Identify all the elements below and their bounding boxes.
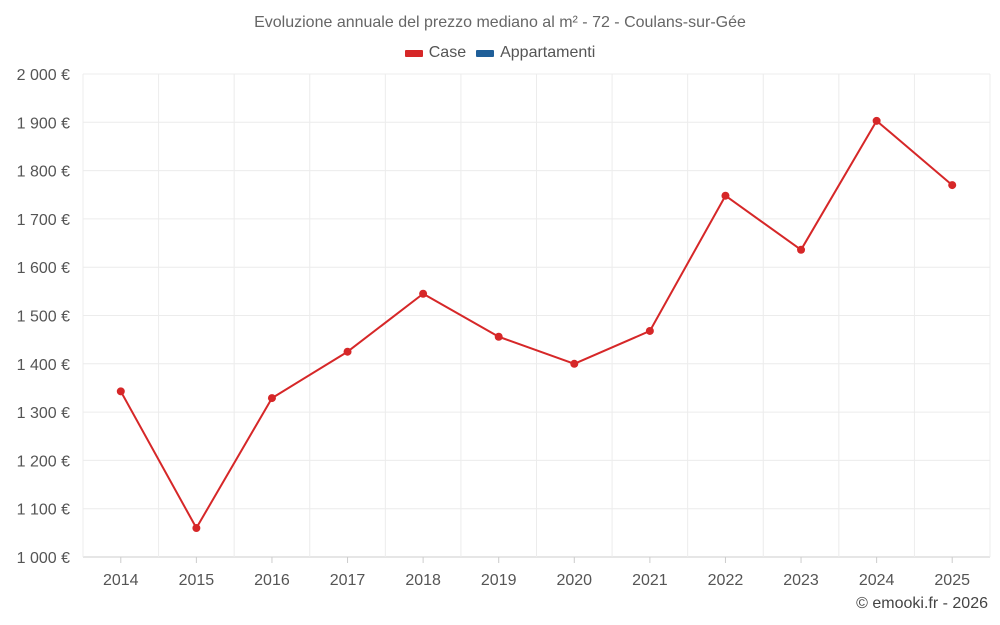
data-point-2023[interactable] bbox=[797, 245, 806, 254]
y-tick-label: 1 800 € bbox=[17, 164, 70, 181]
legend-label-case: Case bbox=[428, 44, 467, 61]
x-tick-label: 2023 bbox=[783, 572, 819, 589]
grid bbox=[82, 73, 991, 558]
x-tick-label: 2020 bbox=[556, 572, 592, 589]
chart-title: Evoluzione annuale del prezzo mediano al… bbox=[254, 14, 746, 31]
x-tick-label: 2017 bbox=[330, 572, 366, 589]
x-tick-label: 2019 bbox=[481, 572, 517, 589]
x-tick-label: 2024 bbox=[859, 572, 895, 589]
y-tick-label: 1 200 € bbox=[17, 453, 70, 470]
y-tick-label: 1 000 € bbox=[17, 550, 70, 567]
data-point-2021[interactable] bbox=[645, 326, 654, 335]
data-point-2018[interactable] bbox=[419, 289, 428, 298]
credit-text: © emooki.fr - 2026 bbox=[856, 595, 988, 612]
x-tick-label: 2014 bbox=[103, 572, 139, 589]
data-point-2017[interactable] bbox=[343, 347, 352, 356]
data-point-2015[interactable] bbox=[192, 524, 201, 533]
y-tick-label: 1 600 € bbox=[17, 260, 70, 277]
x-tick-label: 2016 bbox=[254, 572, 290, 589]
y-tick-label: 1 900 € bbox=[17, 115, 70, 132]
x-tick-label: 2021 bbox=[632, 572, 668, 589]
x-tick-label: 2022 bbox=[708, 572, 744, 589]
legend-swatch-case bbox=[404, 49, 423, 57]
legend-swatch-appartamenti bbox=[476, 49, 495, 57]
series-line-case bbox=[119, 119, 953, 530]
y-tick-label: 1 300 € bbox=[17, 405, 70, 422]
data-point-2016[interactable] bbox=[267, 394, 276, 403]
data-point-2014[interactable] bbox=[116, 387, 125, 396]
x-tick-label: 2025 bbox=[934, 572, 970, 589]
y-tick-label: 2 000 € bbox=[17, 67, 70, 84]
x-tick-label: 2015 bbox=[179, 572, 215, 589]
y-tick-label: 1 700 € bbox=[17, 212, 70, 229]
x-axis: 2014 2015 2016 2017 2018 2019 2020 2021 2022 2023… bbox=[103, 557, 970, 589]
y-tick-label: 1 500 € bbox=[17, 309, 70, 326]
data-point-2020[interactable] bbox=[570, 359, 579, 368]
y-tick-label: 1 100 € bbox=[17, 502, 70, 519]
legend: Case Appartamenti bbox=[0, 44, 1000, 62]
series-layer bbox=[116, 116, 957, 533]
legend-item-case[interactable]: Case bbox=[404, 44, 467, 62]
data-point-2024[interactable] bbox=[872, 116, 881, 125]
y-axis: 1 000 € 1 100 € 1 200 € 1 300 € 1 400 € 1 500… bbox=[17, 67, 70, 567]
y-tick-label: 1 400 € bbox=[17, 357, 70, 374]
data-point-2019[interactable] bbox=[494, 332, 503, 341]
legend-item-appartamenti[interactable]: Appartamenti bbox=[476, 44, 595, 62]
data-point-2022[interactable] bbox=[721, 191, 730, 200]
data-point-2025[interactable] bbox=[948, 181, 957, 190]
x-tick-label: 2018 bbox=[405, 572, 441, 589]
legend-label-appartamenti: Appartamenti bbox=[500, 44, 596, 61]
